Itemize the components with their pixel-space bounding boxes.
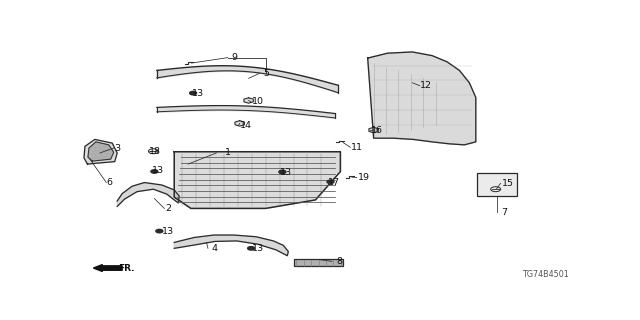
Polygon shape — [174, 235, 288, 256]
Polygon shape — [117, 182, 179, 206]
Polygon shape — [235, 121, 244, 126]
Circle shape — [189, 92, 196, 95]
Polygon shape — [88, 142, 114, 161]
Text: 7: 7 — [501, 208, 507, 217]
Polygon shape — [244, 98, 253, 103]
Text: 13: 13 — [191, 89, 204, 98]
Text: 19: 19 — [358, 173, 370, 182]
Circle shape — [248, 247, 255, 250]
Text: 16: 16 — [371, 126, 383, 135]
Bar — [294, 260, 343, 266]
Text: 13: 13 — [280, 168, 292, 177]
Text: 14: 14 — [240, 121, 252, 130]
Text: 8: 8 — [336, 257, 342, 266]
Circle shape — [156, 229, 163, 233]
Text: 9: 9 — [232, 53, 237, 62]
Text: 13: 13 — [152, 166, 164, 175]
Text: 13: 13 — [252, 244, 264, 253]
Polygon shape — [369, 127, 378, 133]
Text: 12: 12 — [420, 81, 432, 90]
Text: 11: 11 — [351, 143, 363, 152]
Text: 1: 1 — [225, 148, 231, 157]
Text: 15: 15 — [502, 179, 513, 188]
Circle shape — [279, 170, 286, 174]
Polygon shape — [174, 152, 340, 208]
Text: 3: 3 — [114, 144, 120, 153]
Bar — [477, 173, 518, 196]
Text: 17: 17 — [328, 178, 340, 187]
Text: 4: 4 — [212, 244, 218, 253]
Circle shape — [327, 180, 334, 184]
Text: 5: 5 — [263, 69, 269, 78]
Text: 2: 2 — [165, 204, 172, 213]
Text: 13: 13 — [162, 227, 174, 236]
Text: TG74B4501: TG74B4501 — [522, 270, 568, 279]
FancyArrow shape — [93, 265, 122, 271]
Text: 18: 18 — [149, 147, 161, 156]
Polygon shape — [367, 52, 476, 145]
Text: 10: 10 — [252, 98, 264, 107]
Circle shape — [151, 170, 158, 173]
Text: FR.: FR. — [118, 264, 134, 273]
Text: 6: 6 — [107, 178, 113, 187]
Polygon shape — [84, 140, 117, 164]
